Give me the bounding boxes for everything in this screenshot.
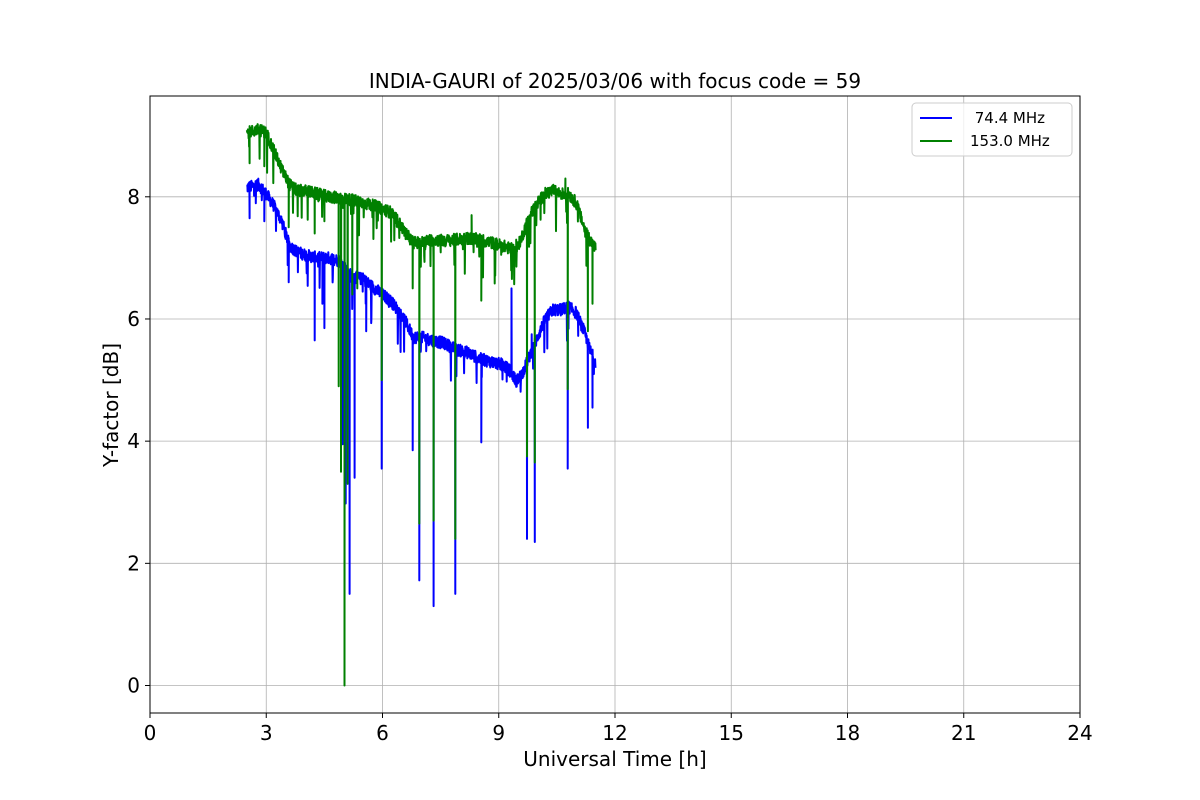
legend-label-153-mhz: 153.0 MHz [970,132,1050,150]
legend-label-74-mhz: 74.4 MHz [970,109,1045,127]
y-tick-label: 0 [127,674,140,698]
x-tick-label: 6 [376,721,389,745]
chart-title: INDIA-GAURI of 2025/03/06 with focus cod… [369,69,861,93]
y-axis-label: Y-factor [dB] [99,343,123,468]
x-tick-label: 12 [602,721,627,745]
x-axis-label: Universal Time [h] [523,747,706,771]
y-tick-label: 4 [127,429,140,453]
x-tick-label: 9 [492,721,505,745]
y-tick-label: 8 [127,185,140,209]
series-line-1 [245,123,597,687]
x-tick-label: 18 [835,721,860,745]
y-tick-label: 6 [127,307,140,331]
legend-box [911,102,1073,157]
legend: 74.4 MHz 153.0 MHz [911,102,1073,157]
x-tick-label: 0 [144,721,157,745]
x-tick-label: 3 [260,721,273,745]
x-tick-label: 21 [951,721,976,745]
x-tick-label: 24 [1067,721,1092,745]
x-tick-label: 15 [719,721,744,745]
y-tick-label: 2 [127,551,140,575]
series-layer [245,123,597,687]
